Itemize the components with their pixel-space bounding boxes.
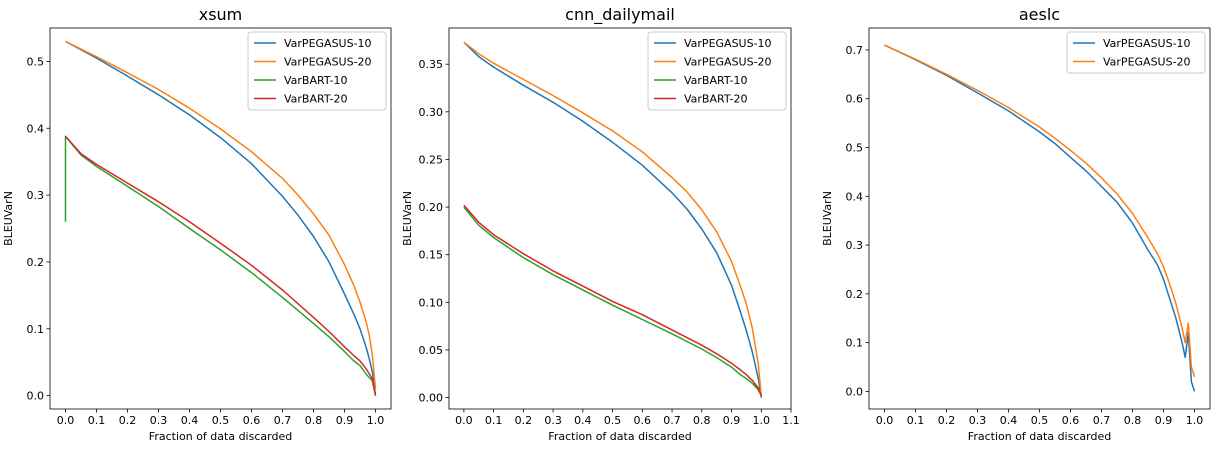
x-tick-label: 0.1 — [88, 414, 106, 427]
legend-label: VarPEGASUS-20 — [284, 56, 372, 69]
series-line-1-2 — [463, 206, 762, 397]
chart-panel-2: 0.0 0.1 0.2 0.3 0.4 0.5 0.6 0.7 0.8 0.9 1.0 0.0 0.1 0… — [821, 5, 1211, 443]
series-line-2-0 — [884, 44, 1196, 392]
y-axis-label: BLEUVarN — [2, 191, 15, 246]
y-tick-label: 0.25 — [419, 153, 444, 166]
y-axis-label: BLEUVarN — [401, 191, 414, 246]
series-line-1-1 — [463, 41, 763, 396]
legend-label: VarBART-20 — [684, 93, 748, 106]
y-tick-label: 0.0 — [846, 385, 864, 398]
chart-panel-1: 0.0 0.1 0.2 0.3 0.4 0.5 0.6 0.7 0.8 0.9 1.0 1.1 0.00… — [401, 5, 800, 443]
x-tick-label: 0.6 — [634, 414, 652, 427]
y-tick-label: 0.4 — [27, 122, 45, 135]
y-tick-label: 0.15 — [419, 249, 444, 262]
x-tick-label: 0.3 — [150, 414, 168, 427]
x-tick-label: 0.8 — [693, 414, 711, 427]
legend-label: VarBART-20 — [284, 93, 348, 106]
y-tick-label: 0.7 — [846, 44, 864, 57]
x-tick-label: 0.5 — [604, 414, 622, 427]
x-tick-label: 0.0 — [57, 414, 75, 427]
x-tick-label: 0.0 — [455, 414, 473, 427]
chart-panel-0: 0.0 0.1 0.2 0.3 0.4 0.5 0.6 0.7 0.8 0.9 1.0 0.0 0.1 0… — [2, 5, 392, 443]
legend-label: VarPEGASUS-10 — [284, 37, 372, 50]
chart-title: cnn_dailymail — [565, 5, 675, 25]
chart-title: xsum — [199, 5, 243, 24]
x-tick-label: 0.6 — [243, 414, 261, 427]
legend-label: VarPEGASUS-20 — [684, 56, 772, 69]
series-line-0-1 — [65, 40, 377, 389]
x-tick-label: 0.7 — [663, 414, 681, 427]
y-tick-label: 0.4 — [846, 190, 864, 203]
y-tick-label: 0.5 — [846, 142, 864, 155]
x-tick-label: 1.0 — [753, 414, 771, 427]
x-tick-label: 0.2 — [938, 414, 956, 427]
x-tick-label: 0.4 — [181, 414, 199, 427]
legend-label: VarPEGASUS-10 — [1103, 37, 1191, 50]
x-tick-label: 0.8 — [1124, 414, 1142, 427]
x-axis-label: Fraction of data discarded — [968, 430, 1111, 443]
x-tick-label: 0.4 — [1000, 414, 1018, 427]
series-line-1-0 — [463, 41, 763, 398]
y-tick-label: 0.30 — [419, 106, 444, 119]
y-tick-label: 0.05 — [419, 344, 444, 357]
plot-frame — [448, 27, 792, 410]
series-line-2-1 — [884, 44, 1196, 378]
series-line-0-3 — [64, 135, 377, 396]
y-tick-label: 0.3 — [27, 189, 45, 202]
legend-label: VarBART-10 — [684, 74, 748, 87]
y-tick-label: 0.20 — [419, 201, 444, 214]
series-line-0-2 — [64, 135, 377, 396]
legend-label: VarPEGASUS-20 — [1103, 56, 1191, 69]
x-tick-label: 0.9 — [723, 414, 741, 427]
x-tick-label: 1.0 — [367, 414, 385, 427]
series-line-1-3 — [463, 204, 762, 396]
y-tick-label: 0.35 — [419, 58, 444, 71]
x-tick-label: 0.2 — [515, 414, 533, 427]
x-tick-label: 0.1 — [907, 414, 925, 427]
x-tick-label: 0.2 — [119, 414, 137, 427]
y-tick-label: 0.00 — [419, 392, 444, 405]
x-axis-label: Fraction of data discarded — [149, 430, 292, 443]
x-tick-label: 0.4 — [574, 414, 592, 427]
x-tick-label: 0.8 — [305, 414, 323, 427]
y-tick-label: 0.1 — [846, 337, 864, 350]
y-axis-label: BLEUVarN — [821, 191, 834, 246]
x-tick-label: 0.3 — [969, 414, 987, 427]
legend-label: VarBART-10 — [284, 74, 348, 87]
x-tick-label: 1.0 — [1186, 414, 1204, 427]
y-tick-label: 0.0 — [27, 390, 45, 403]
legend-box — [1066, 31, 1206, 74]
plot-frame — [868, 27, 1211, 410]
x-tick-label: 0.9 — [336, 414, 354, 427]
chart-title: aeslc — [1019, 5, 1060, 24]
x-tick-label: 0.7 — [1093, 414, 1111, 427]
x-axis-label: Fraction of data discarded — [548, 430, 691, 443]
x-tick-label: 0.5 — [1031, 414, 1049, 427]
x-tick-label: 0.0 — [876, 414, 894, 427]
y-tick-label: 0.5 — [27, 55, 45, 68]
x-tick-label: 0.1 — [485, 414, 503, 427]
legend-box — [247, 31, 387, 111]
y-tick-label: 0.1 — [27, 323, 45, 336]
x-tick-label: 0.6 — [1062, 414, 1080, 427]
y-tick-label: 0.3 — [846, 239, 864, 252]
y-tick-label: 0.2 — [27, 256, 45, 269]
legend-label: VarPEGASUS-10 — [684, 37, 772, 50]
x-tick-label: 0.7 — [274, 414, 292, 427]
series-line-0-0 — [65, 40, 377, 396]
legend-box — [647, 31, 787, 111]
x-tick-label: 1.1 — [782, 414, 800, 427]
y-tick-label: 0.10 — [419, 296, 444, 309]
x-tick-label: 0.9 — [1155, 414, 1173, 427]
x-tick-label: 0.3 — [544, 414, 562, 427]
y-tick-label: 0.2 — [846, 288, 864, 301]
x-tick-label: 0.5 — [212, 414, 230, 427]
y-tick-label: 0.6 — [846, 93, 864, 106]
